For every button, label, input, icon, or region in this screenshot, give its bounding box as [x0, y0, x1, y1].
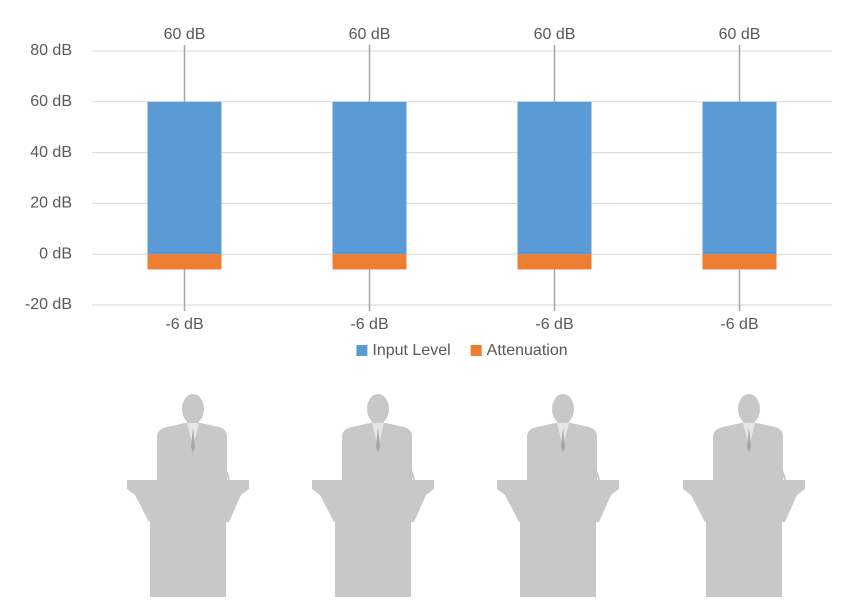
data-label: -6 dB — [720, 316, 758, 333]
legend-swatch — [356, 345, 368, 356]
podium-illustration — [311, 393, 435, 598]
bar-segment — [517, 254, 592, 270]
y-tick-label: 20 dB — [30, 195, 72, 212]
podium-illustration — [682, 393, 806, 598]
legend-label: Input Level — [372, 342, 450, 359]
y-tick-label: -20 dB — [25, 296, 72, 313]
data-label: 60 dB — [164, 26, 206, 43]
bar-segment — [332, 101, 407, 255]
bar-segment — [147, 254, 222, 270]
data-label: 60 dB — [719, 26, 761, 43]
data-label: -6 dB — [535, 316, 573, 333]
data-label: 60 dB — [349, 26, 391, 43]
y-tick-label: 0 dB — [39, 245, 72, 262]
legend-label: Attenuation — [487, 342, 568, 359]
podium-illustration — [126, 393, 250, 598]
bar-segment — [147, 101, 222, 255]
bar-segment — [702, 254, 777, 270]
y-tick-label: 60 dB — [30, 93, 72, 110]
legend: Input Level Attenuation — [356, 342, 568, 359]
data-label: -6 dB — [165, 316, 203, 333]
podium-illustration — [496, 393, 620, 598]
data-label: 60 dB — [534, 26, 576, 43]
bar-segment — [702, 101, 777, 255]
data-label: -6 dB — [350, 316, 388, 333]
y-tick-label: 80 dB — [30, 42, 72, 59]
legend-swatch — [470, 345, 482, 356]
bar-segment — [332, 254, 407, 270]
y-tick-label: 40 dB — [30, 144, 72, 161]
bar-segment — [517, 101, 592, 255]
